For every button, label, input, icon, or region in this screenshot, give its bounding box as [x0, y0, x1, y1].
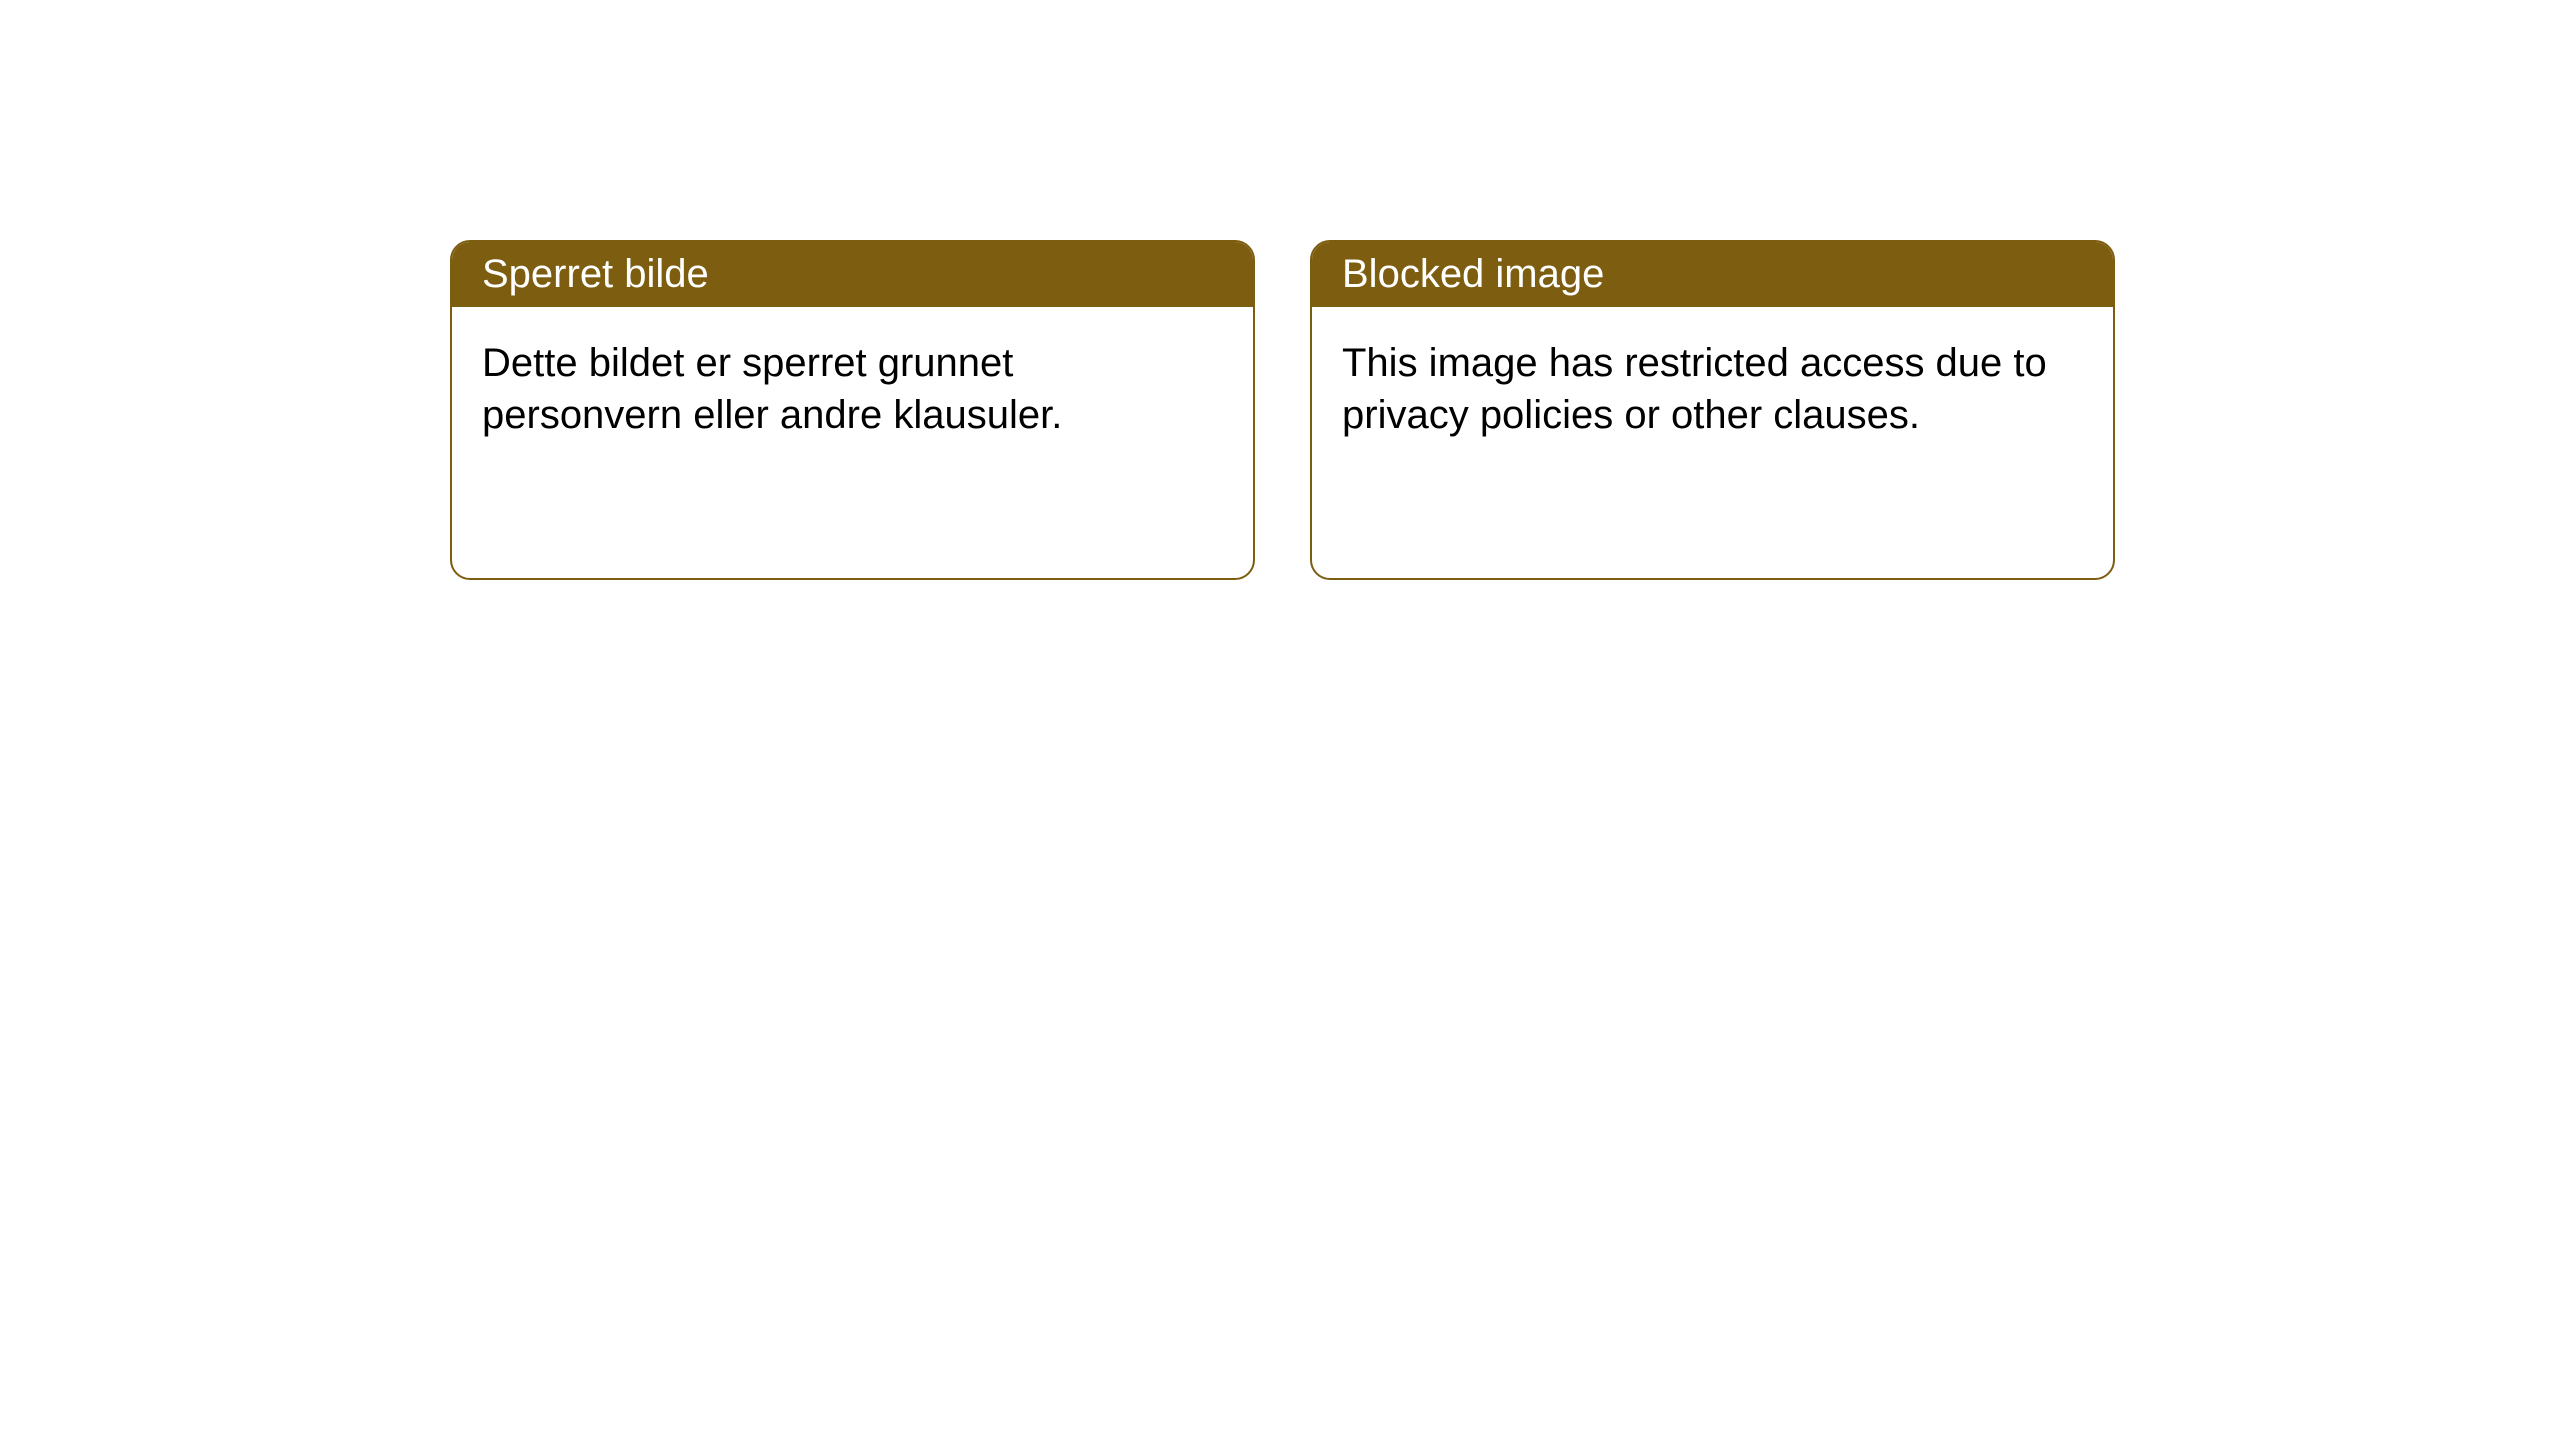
notice-card-norwegian: Sperret bilde Dette bildet er sperret gr…: [450, 240, 1255, 580]
notice-card-title: Blocked image: [1342, 252, 1604, 296]
notice-card-header: Blocked image: [1312, 242, 2113, 307]
notice-card-header: Sperret bilde: [452, 242, 1253, 307]
notice-card-body: This image has restricted access due to …: [1312, 307, 2113, 471]
notice-card-english: Blocked image This image has restricted …: [1310, 240, 2115, 580]
notice-card-title: Sperret bilde: [482, 252, 709, 296]
notice-card-body: Dette bildet er sperret grunnet personve…: [452, 307, 1253, 471]
notice-card-text: Dette bildet er sperret grunnet personve…: [482, 341, 1062, 437]
notice-card-text: This image has restricted access due to …: [1342, 341, 2047, 437]
notice-card-container: Sperret bilde Dette bildet er sperret gr…: [450, 240, 2115, 580]
